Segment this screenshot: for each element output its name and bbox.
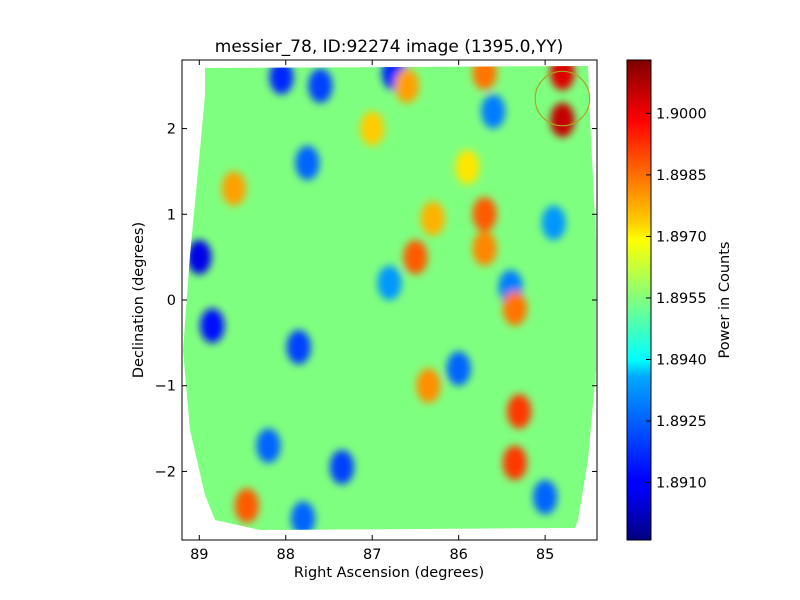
y-tick-label: −1 bbox=[155, 379, 176, 395]
y-tick-label: 0 bbox=[167, 293, 176, 309]
cold-spot bbox=[329, 449, 355, 485]
cold-spot bbox=[308, 68, 333, 104]
hot-spot bbox=[360, 111, 385, 146]
x-tick-label: 89 bbox=[190, 547, 208, 563]
y-tick-label: 1 bbox=[167, 207, 176, 223]
hot-spot bbox=[221, 171, 246, 206]
cold-spot bbox=[533, 479, 558, 515]
cold-spot bbox=[200, 308, 225, 344]
cold-spot bbox=[187, 239, 212, 275]
cold-spot bbox=[295, 145, 320, 181]
cold-spot bbox=[269, 66, 294, 95]
cold-spot bbox=[541, 205, 566, 241]
colorbar-tick-label: 1.8925 bbox=[656, 414, 707, 430]
y-axis-label: Declination (degrees) bbox=[131, 222, 147, 378]
colorbar-tick-label: 1.8985 bbox=[656, 168, 707, 184]
circle-marker bbox=[534, 70, 591, 127]
colorbar-ticks: 1.8910 1.8925 1.8940 1.8955 1.8970 1.8985 1.90… bbox=[646, 106, 707, 492]
y-tick-label: 2 bbox=[167, 122, 176, 138]
x-tick-label: 88 bbox=[277, 547, 295, 563]
hot-spot bbox=[550, 102, 575, 138]
y-tick-label: −2 bbox=[155, 464, 176, 480]
hot-spot bbox=[455, 149, 480, 185]
colorbar-label: Power in Counts bbox=[717, 242, 733, 359]
colorbar-tick-label: 1.8940 bbox=[656, 352, 707, 368]
x-tick-label: 86 bbox=[449, 547, 467, 563]
colorbar-tick-label: 1.9000 bbox=[656, 106, 707, 122]
cold-spot bbox=[256, 428, 281, 464]
hot-spot bbox=[502, 291, 527, 326]
plot-area bbox=[183, 66, 596, 530]
heatmap-field bbox=[187, 66, 575, 530]
hot-spot bbox=[507, 394, 532, 429]
colorbar: 1.8910 1.8925 1.8940 1.8955 1.8970 1.8985 1.90… bbox=[626, 59, 733, 541]
colorbar-tick-label: 1.8970 bbox=[656, 229, 707, 245]
x-tick-label: 85 bbox=[536, 547, 554, 563]
y-axis: −2 −1 0 1 2 bbox=[155, 122, 597, 480]
hot-spot bbox=[403, 239, 428, 275]
x-tick-label: 87 bbox=[363, 547, 381, 563]
hot-spot bbox=[394, 68, 419, 104]
colorbar-gradient bbox=[626, 59, 652, 541]
colorbar-tick-label: 1.8910 bbox=[656, 476, 707, 492]
x-axis: 89 88 87 86 85 bbox=[190, 60, 554, 563]
hot-spot bbox=[472, 231, 497, 266]
hot-spot bbox=[416, 368, 441, 404]
cold-spot bbox=[290, 501, 316, 530]
cold-spot bbox=[446, 351, 471, 386]
chart-title: messier_78, ID:92274 image (1395.0,YY) bbox=[215, 37, 563, 57]
hot-spot bbox=[502, 445, 527, 481]
cold-spot bbox=[377, 265, 402, 301]
cold-spot bbox=[286, 329, 311, 365]
cold-spot bbox=[481, 94, 506, 129]
x-axis-label: Right Ascension (degrees) bbox=[294, 565, 484, 581]
hot-spot bbox=[472, 66, 497, 91]
hot-spot bbox=[420, 201, 445, 236]
hot-spot bbox=[550, 66, 575, 91]
hot-spot bbox=[234, 488, 259, 524]
hot-spot bbox=[472, 196, 497, 232]
colorbar-tick-label: 1.8955 bbox=[656, 291, 707, 307]
